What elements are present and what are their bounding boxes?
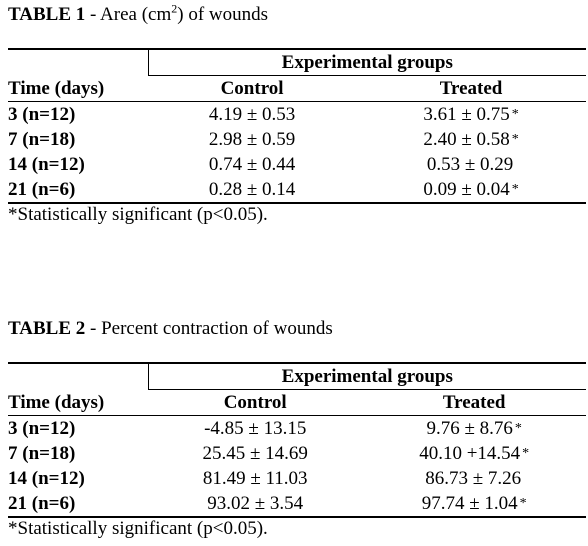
control-cell: 93.02 ± 3.54 — [148, 491, 363, 518]
table-row: 21 (n=6) 0.28 ± 0.14 0.09 ± 0.04 * — [8, 177, 586, 204]
table-2: TABLE 2 - Percent contraction of wounds … — [8, 318, 586, 540]
table-row: 3 (n=12) 4.19 ± 0.53 3.61 ± 0.75 * — [8, 102, 586, 128]
table-2-control-header: Control — [148, 389, 363, 416]
treated-value: 0.53 ± 0.29 — [426, 154, 514, 175]
significance-mark: * — [511, 132, 519, 147]
table-2-stub-cell — [8, 362, 149, 390]
table-row: 14 (n=12) 81.49 ± 11.03 86.73 ± 7.26 — [8, 466, 586, 491]
table-2-column-header-row: Time (days) Control Treated — [8, 389, 586, 416]
table-1-caption: TABLE 1 - Area (cm2) of wounds — [8, 1, 586, 30]
table-1: TABLE 1 - Area (cm2) of wounds Experimen… — [8, 1, 586, 226]
control-cell: 0.28 ± 0.14 — [148, 177, 357, 204]
treated-value: 9.76 ± 8.76 — [426, 418, 513, 439]
control-cell: 25.45 ± 14.69 — [202, 443, 308, 464]
treated-cell: 86.73 ± 7.26 — [362, 466, 586, 491]
table-2-caption: TABLE 2 - Percent contraction of wounds — [8, 318, 586, 344]
table-2-treated-header: Treated — [362, 389, 586, 416]
treated-value: 86.73 ± 7.26 — [425, 468, 522, 489]
treated-cell: 0.53 ± 0.29 — [356, 152, 586, 177]
table-1-title-end: ) of wounds — [177, 4, 269, 25]
table-1-time-header: Time (days) — [8, 75, 148, 102]
treated-cell: 3.61 ± 0.75 * — [356, 102, 586, 128]
table-row: 3 (n=12) -4.85 ± 13.15 9.76 ± 8.76 * — [8, 416, 586, 442]
table-1-column-header-row: Time (days) Control Treated — [8, 75, 586, 102]
time-cell: 14 (n=12) — [8, 468, 85, 489]
control-cell: 81.49 ± 11.03 — [202, 468, 308, 489]
table-1-stub-cell — [8, 48, 149, 76]
control-cell: 0.74 ± 0.44 — [208, 154, 296, 175]
treated-value: 2.40 ± 0.58 — [423, 129, 510, 150]
control-cell: -4.85 ± 13.15 — [204, 418, 307, 439]
time-cell: 14 (n=12) — [8, 154, 85, 175]
significance-mark: * — [519, 496, 527, 511]
time-cell: 21 (n=6) — [8, 491, 148, 518]
table-1-group-header-row: Experimental groups — [8, 48, 586, 76]
treated-value: 40.10 +14.54 — [419, 443, 521, 464]
control-cell: 4.19 ± 0.53 — [208, 104, 296, 125]
treated-value: 3.61 ± 0.75 — [423, 104, 510, 125]
table-2-group-header: Experimental groups — [148, 362, 586, 390]
significance-mark: * — [511, 107, 519, 122]
table-1-title-superscript: 2 — [171, 1, 178, 16]
treated-value: 97.74 ± 1.04 — [421, 493, 518, 514]
table-2-grid: Experimental groups Time (days) Control … — [8, 362, 586, 518]
table-1-label: TABLE 1 — [8, 4, 86, 25]
table-2-title: - Percent contraction of wounds — [85, 318, 333, 339]
treated-cell: 2.40 ± 0.58 * — [356, 127, 586, 152]
table-1-grid: Experimental groups Time (days) Control … — [8, 48, 586, 204]
table-2-group-header-row: Experimental groups — [8, 362, 586, 390]
table-1-treated-header: Treated — [356, 75, 586, 102]
treated-cell: 40.10 +14.54 * — [362, 441, 586, 466]
table-row: 14 (n=12) 0.74 ± 0.44 0.53 ± 0.29 — [8, 152, 586, 177]
significance-mark: * — [514, 421, 522, 436]
table-1-control-header: Control — [148, 75, 357, 102]
treated-value: 0.09 ± 0.04 — [423, 179, 510, 200]
control-cell: 2.98 ± 0.59 — [208, 129, 296, 150]
time-cell: 7 (n=18) — [8, 129, 76, 150]
table-1-group-header: Experimental groups — [148, 48, 586, 76]
table-2-footnote: *Statistically significant (p<0.05). — [8, 518, 268, 539]
table-row: 21 (n=6) 93.02 ± 3.54 97.74 ± 1.04 * — [8, 491, 586, 518]
table-1-footnote: *Statistically significant (p<0.05). — [8, 204, 268, 225]
treated-cell: 0.09 ± 0.04 * — [356, 177, 586, 204]
time-cell: 3 (n=12) — [8, 418, 76, 439]
time-cell: 7 (n=18) — [8, 443, 76, 464]
significance-mark: * — [511, 182, 519, 197]
treated-cell: 97.74 ± 1.04 * — [362, 491, 586, 518]
time-cell: 21 (n=6) — [8, 177, 148, 204]
table-2-time-header: Time (days) — [8, 389, 148, 416]
table-row: 7 (n=18) 25.45 ± 14.69 40.10 +14.54 * — [8, 441, 586, 466]
treated-cell: 9.76 ± 8.76 * — [362, 416, 586, 442]
table-row: 7 (n=18) 2.98 ± 0.59 2.40 ± 0.58 * — [8, 127, 586, 152]
table-2-label: TABLE 2 — [8, 318, 86, 339]
significance-mark: * — [522, 446, 530, 461]
table-1-title-start: - Area (cm — [85, 4, 172, 25]
time-cell: 3 (n=12) — [8, 104, 76, 125]
